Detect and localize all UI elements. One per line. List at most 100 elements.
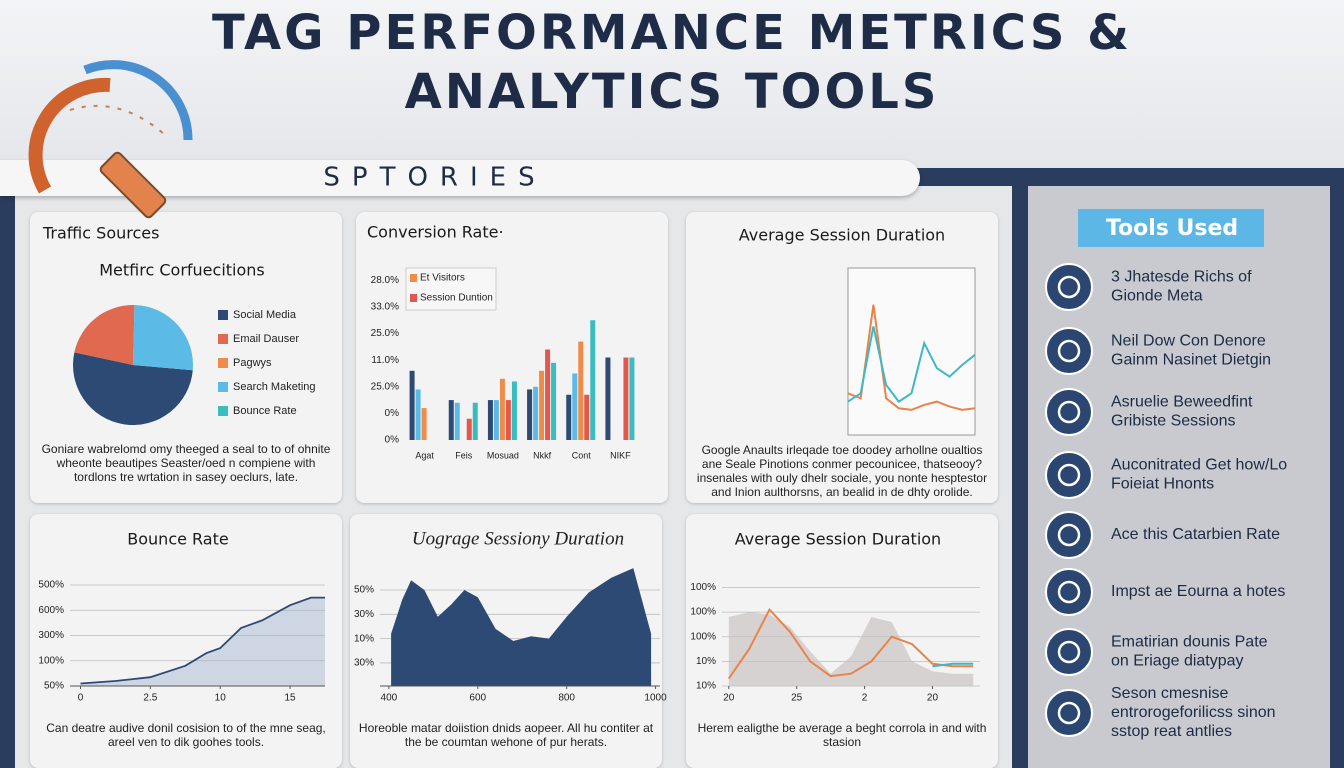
- tool-icon-glyph: [1057, 640, 1081, 664]
- bar: [487, 400, 493, 440]
- x-tick-label: 20: [927, 693, 939, 704]
- area: [728, 612, 974, 686]
- logo-trail: [69, 104, 166, 136]
- line: [80, 596, 325, 685]
- tool-icon-glyph: [1057, 580, 1081, 604]
- bar: [629, 357, 635, 440]
- legend-swatch: [218, 310, 228, 320]
- bar: [623, 357, 629, 440]
- bar: [448, 400, 454, 440]
- chart-note: Google Anaults irleqade toe doodey arhol…: [696, 443, 988, 499]
- bar: [545, 349, 551, 440]
- pie-slice: [73, 352, 193, 426]
- x-tick-label: 10: [215, 693, 227, 704]
- bar: [472, 402, 478, 440]
- x-tick-label: 0: [78, 693, 84, 704]
- pie-slice: [74, 305, 135, 365]
- x-tick-label: 25: [791, 693, 803, 704]
- x-tick-label: 600: [469, 693, 486, 704]
- line: [932, 662, 974, 668]
- panel: [356, 212, 668, 503]
- page-title: TAG PERFORMANCE METRICS &: [212, 5, 1132, 61]
- legend-label: Email Dauser: [233, 333, 299, 345]
- bar: [527, 389, 533, 440]
- line: [847, 304, 976, 411]
- legend-swatch: [218, 358, 228, 368]
- tool-label: sstop reat antlies: [1111, 723, 1232, 740]
- x-tick-label: Agat: [415, 450, 434, 460]
- y-tick-label: 33.0%: [371, 302, 399, 313]
- chart-title: Traffic Sources: [42, 224, 159, 243]
- tool-icon: [1045, 628, 1093, 676]
- bar: [584, 394, 590, 440]
- legend-swatch: [218, 382, 228, 392]
- page-title: ANALYTICS TOOLS: [405, 64, 940, 120]
- chart-title: Uograge Sessiony Duration: [412, 528, 624, 549]
- chart-note: Can deatre audive donil cosision to of t…: [46, 721, 326, 749]
- tool-icon: [1045, 388, 1093, 436]
- bar: [590, 320, 596, 440]
- x-tick-label: 20: [723, 693, 735, 704]
- tool-icon: [1045, 327, 1093, 375]
- tool-label: Neil Dow Con Denore: [1111, 333, 1266, 350]
- logo-marker: [99, 151, 167, 219]
- legend-label: Et Visitors: [420, 273, 465, 284]
- tool-label: Seson cmesnise: [1111, 685, 1228, 702]
- legend-label: Pagwys: [233, 357, 272, 369]
- tool-label: Gainm Nasinet Dietgin: [1111, 352, 1271, 369]
- chart-title: Average Session Duration: [739, 226, 945, 245]
- y-tick-label: 11.0%: [371, 355, 399, 366]
- legend-swatch: [218, 406, 228, 416]
- x-tick-label: NIKF: [610, 450, 631, 460]
- x-tick-label: 2.5: [143, 693, 157, 704]
- y-tick-label: 25.0%: [371, 328, 399, 339]
- pie-slice: [133, 305, 193, 371]
- bar: [533, 386, 539, 440]
- bar: [415, 389, 421, 440]
- bar: [539, 370, 545, 440]
- legend-swatch: [410, 294, 417, 302]
- x-tick-label: Nkkf: [533, 450, 551, 460]
- y-tick-label: 30%: [354, 609, 374, 620]
- tool-icon: [1045, 451, 1093, 499]
- y-tick-label: 25.0%: [371, 381, 399, 392]
- tool-icon-glyph: [1057, 523, 1081, 547]
- area: [391, 568, 652, 686]
- tool-icon: [1045, 263, 1093, 311]
- y-tick-label: 100%: [690, 631, 716, 642]
- y-tick-label: 600%: [38, 605, 64, 616]
- legend-label: Session Duntion: [420, 293, 493, 304]
- y-tick-label: 10%: [354, 633, 374, 644]
- y-tick-label: 10%: [696, 681, 716, 692]
- tools-title: Tools Used: [1106, 216, 1238, 241]
- chart-title: Bounce Rate: [127, 530, 228, 549]
- tool-icon-glyph: [1057, 400, 1081, 424]
- header-background: [0, 0, 1344, 170]
- tool-icon: [1045, 568, 1093, 616]
- chart-note: Horeoble matar doiistion dnids aopeer. A…: [358, 721, 654, 749]
- tool-icon-glyph: [1057, 701, 1081, 725]
- tool-label: Auconitrated Get how/Lo: [1111, 457, 1287, 474]
- line: [727, 607, 974, 680]
- logo: [28, 60, 193, 219]
- legend-label: Bounce Rate: [233, 405, 297, 417]
- bar: [605, 357, 611, 440]
- tool-icon-glyph: [1057, 339, 1081, 363]
- line: [847, 326, 976, 403]
- x-tick-label: 1000: [644, 693, 667, 704]
- bar: [551, 362, 557, 440]
- y-tick-label: 50%: [354, 585, 374, 596]
- x-tick-label: 800: [558, 693, 575, 704]
- bar: [409, 370, 415, 440]
- tool-label: 3 Jhatesde Richs of: [1111, 269, 1252, 286]
- tool-label: on Eriage diatypay: [1111, 653, 1244, 670]
- y-tick-label: 500%: [38, 580, 64, 591]
- bar: [578, 341, 584, 440]
- tool-icon-glyph: [1057, 463, 1081, 487]
- x-tick-label: Feis: [455, 450, 473, 460]
- bar: [572, 373, 578, 440]
- bar: [493, 400, 499, 440]
- x-tick-label: 15: [285, 693, 297, 704]
- y-tick-label: 10%: [696, 656, 716, 667]
